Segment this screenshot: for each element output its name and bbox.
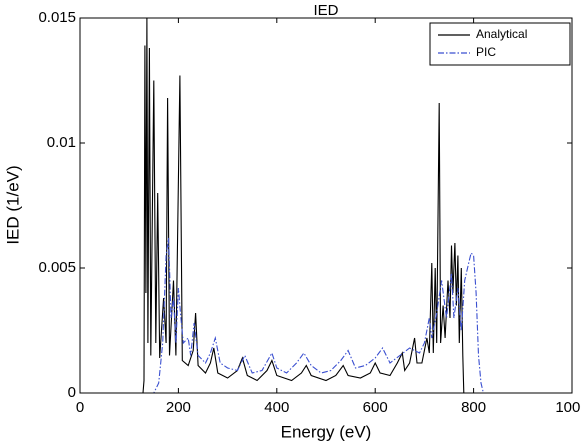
series-line (80, 18, 572, 393)
legend-label: PIC (476, 45, 496, 59)
legend-label: Analytical (476, 27, 527, 41)
y-tick-label: 0 (68, 384, 76, 401)
x-tick-label: 800 (461, 399, 486, 416)
x-tick-label: 400 (264, 399, 289, 416)
x-axis-label: Energy (eV) (281, 422, 372, 441)
plot-frame (79, 17, 573, 394)
y-tick-label: 0.015 (38, 9, 76, 26)
x-tick-label: 600 (363, 399, 388, 416)
x-tick-label: 200 (166, 399, 191, 416)
chart-title: IED (313, 2, 338, 19)
series-line (80, 237, 572, 393)
y-axis-label: IED (1/eV) (3, 165, 22, 244)
x-tick-label: 0 (76, 399, 84, 416)
y-tick-label: 0.005 (38, 259, 76, 276)
y-tick-label: 0.01 (47, 134, 76, 151)
legend-box (429, 22, 571, 66)
